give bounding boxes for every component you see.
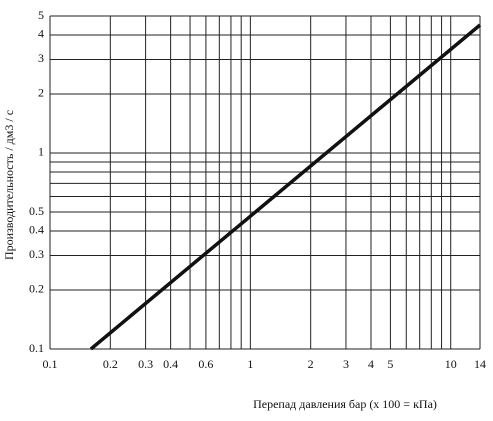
x-tick-label: 0.4 [163, 357, 178, 371]
x-tick-label: 0.2 [103, 357, 118, 371]
y-tick-label: 0.4 [29, 223, 44, 237]
y-tick-label: 5 [38, 8, 44, 22]
x-tick-label: 1 [247, 357, 253, 371]
x-tick-label: 0.6 [198, 357, 213, 371]
y-tick-label: 4 [38, 27, 44, 41]
x-tick-label: 5 [387, 357, 393, 371]
x-tick-label: 3 [343, 357, 349, 371]
y-axis-label: Производительность / дм3 / с [2, 110, 16, 260]
data-line [89, 23, 482, 351]
x-axis-label: Перепад давления бар (x 100 = кПа) [253, 397, 437, 411]
x-tick-label: 4 [368, 357, 374, 371]
y-tick-label: 0.2 [29, 282, 44, 296]
y-tick-label: 0.5 [29, 204, 44, 218]
x-tick-label: 14 [474, 357, 486, 371]
x-tick-label: 0.1 [43, 357, 58, 371]
y-tick-label: 1 [38, 145, 44, 159]
x-tick-label: 0.3 [138, 357, 153, 371]
x-tick-label: 2 [308, 357, 314, 371]
y-tick-label: 0.3 [29, 247, 44, 261]
x-tick-label: 10 [445, 357, 457, 371]
y-tick-label: 0.1 [29, 341, 44, 355]
y-tick-label: 3 [38, 51, 44, 65]
y-tick-label: 2 [38, 86, 44, 100]
